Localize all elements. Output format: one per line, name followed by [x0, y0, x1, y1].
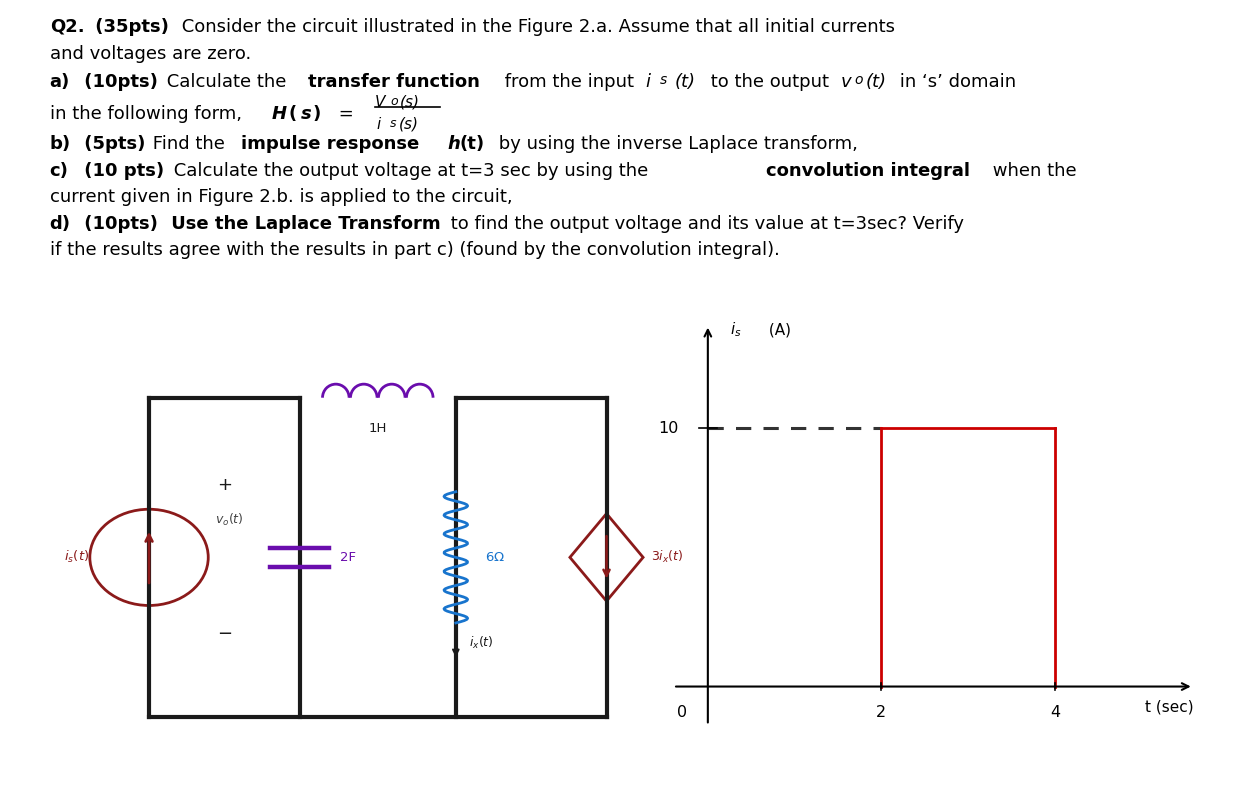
Text: ): ) — [313, 105, 322, 123]
Text: c): c) — [50, 162, 68, 180]
Text: o: o — [854, 73, 863, 87]
Text: 10: 10 — [658, 420, 679, 436]
Text: (: ( — [288, 105, 297, 123]
Text: s: s — [301, 105, 312, 123]
Text: $i_s(t)$: $i_s(t)$ — [63, 549, 89, 565]
Text: 0: 0 — [677, 705, 687, 720]
Text: Find the: Find the — [147, 135, 230, 153]
Text: 2: 2 — [877, 705, 887, 720]
Text: (t): (t) — [674, 73, 696, 91]
Text: Calculate the output voltage at t=3 sec by using the: Calculate the output voltage at t=3 sec … — [168, 162, 653, 180]
Text: (A): (A) — [764, 322, 791, 338]
Text: v: v — [841, 73, 852, 91]
Text: Q2.: Q2. — [50, 18, 84, 36]
Text: b): b) — [50, 135, 71, 153]
Text: (s): (s) — [400, 95, 420, 110]
Text: when the: when the — [987, 162, 1077, 180]
Text: 2F: 2F — [340, 551, 356, 564]
Text: Calculate the: Calculate the — [161, 73, 293, 91]
Text: +: + — [217, 476, 232, 494]
Text: (5pts): (5pts) — [78, 135, 145, 153]
Text: by using the inverse Laplace transform,: by using the inverse Laplace transform, — [493, 135, 858, 153]
Text: Use the Laplace Transform: Use the Laplace Transform — [165, 215, 441, 232]
Text: 1H: 1H — [369, 422, 388, 435]
Text: a): a) — [50, 73, 70, 91]
Text: $i_x(t)$: $i_x(t)$ — [469, 634, 494, 650]
Text: (35pts): (35pts) — [89, 18, 169, 36]
Text: (10 pts): (10 pts) — [78, 162, 164, 180]
Text: transfer function: transfer function — [308, 73, 479, 91]
Text: convolution integral: convolution integral — [766, 162, 970, 180]
Text: $3i_x(t)$: $3i_x(t)$ — [651, 549, 684, 565]
Text: 4: 4 — [1049, 705, 1059, 720]
Text: (s): (s) — [399, 117, 419, 132]
Text: i: i — [646, 73, 651, 91]
Text: to find the output voltage and its value at t=3sec? Verify: to find the output voltage and its value… — [445, 215, 964, 232]
Text: d): d) — [50, 215, 71, 232]
Text: in the following form,: in the following form, — [50, 105, 247, 123]
Text: =: = — [333, 105, 354, 123]
Text: $6\Omega$: $6\Omega$ — [486, 551, 505, 564]
Text: from the input: from the input — [499, 73, 640, 91]
Text: $i_s$: $i_s$ — [729, 321, 741, 339]
Text: (10pts): (10pts) — [78, 215, 158, 232]
Text: o: o — [390, 95, 397, 108]
Text: i: i — [376, 117, 380, 132]
Text: and voltages are zero.: and voltages are zero. — [50, 45, 251, 62]
Text: to the output: to the output — [705, 73, 835, 91]
Text: in ‘s’ domain: in ‘s’ domain — [894, 73, 1016, 91]
Text: H: H — [272, 105, 287, 123]
Text: V: V — [375, 95, 385, 110]
Text: Consider the circuit illustrated in the Figure 2.a. Assume that all initial curr: Consider the circuit illustrated in the … — [176, 18, 895, 36]
Text: t (sec): t (sec) — [1145, 700, 1194, 714]
Text: s: s — [390, 117, 396, 130]
Text: s: s — [660, 73, 667, 87]
Text: if the results agree with the results in part c) (found by the convolution integ: if the results agree with the results in… — [50, 241, 780, 258]
Text: −: − — [217, 625, 232, 643]
Text: (t): (t) — [460, 135, 484, 153]
Text: (10pts): (10pts) — [78, 73, 158, 91]
Text: current given in Figure 2.b. is applied to the circuit,: current given in Figure 2.b. is applied … — [50, 188, 512, 206]
Text: h: h — [447, 135, 460, 153]
Text: $v_o(t)$: $v_o(t)$ — [215, 512, 245, 528]
Text: impulse response: impulse response — [241, 135, 426, 153]
Text: (t): (t) — [866, 73, 887, 91]
